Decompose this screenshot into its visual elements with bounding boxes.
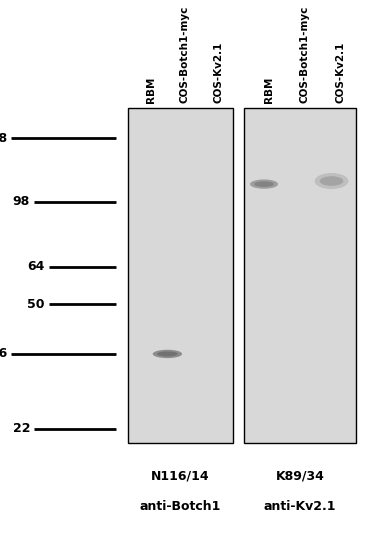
- Text: anti-Botch1: anti-Botch1: [140, 500, 220, 512]
- Text: 98: 98: [13, 195, 30, 208]
- Text: COS-Kv2.1: COS-Kv2.1: [214, 41, 223, 103]
- Ellipse shape: [254, 181, 274, 187]
- Text: 36: 36: [0, 347, 8, 360]
- Text: RBM: RBM: [264, 76, 274, 103]
- Ellipse shape: [320, 176, 344, 186]
- Text: COS-Botch1-myc: COS-Botch1-myc: [300, 5, 310, 103]
- Ellipse shape: [250, 179, 278, 189]
- Text: 148: 148: [0, 132, 8, 145]
- Ellipse shape: [315, 173, 348, 189]
- Text: 64: 64: [28, 260, 45, 273]
- Ellipse shape: [153, 350, 182, 358]
- Text: RBM: RBM: [146, 76, 156, 103]
- Ellipse shape: [157, 352, 178, 356]
- Text: 22: 22: [12, 422, 30, 435]
- Text: N116/14: N116/14: [151, 470, 209, 483]
- Text: anti-Kv2.1: anti-Kv2.1: [264, 500, 336, 512]
- Text: 50: 50: [27, 298, 45, 310]
- Bar: [244, 108, 356, 443]
- Bar: [128, 108, 232, 443]
- Text: K89/34: K89/34: [276, 470, 324, 483]
- Text: COS-Kv2.1: COS-Kv2.1: [336, 41, 346, 103]
- Text: COS-Botch1-myc: COS-Botch1-myc: [180, 5, 190, 103]
